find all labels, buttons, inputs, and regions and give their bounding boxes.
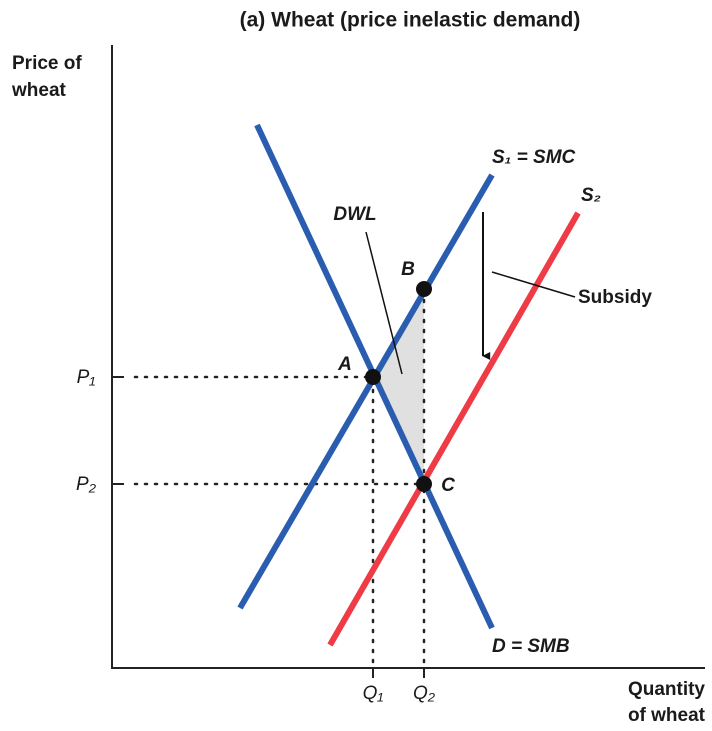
- curve-label: D = SMB: [492, 636, 570, 657]
- dwl-label: DWL: [333, 204, 376, 225]
- leader-line: [365, 231, 403, 375]
- point-label: C: [441, 475, 455, 496]
- tick-label: P₂: [76, 474, 97, 495]
- dwl-area: [373, 289, 424, 484]
- y-axis-label: wheat: [11, 80, 67, 101]
- point: [416, 281, 432, 297]
- leader-line: [491, 271, 576, 298]
- supply-curve-2: [327, 211, 581, 647]
- point-label: A: [337, 354, 352, 375]
- tick-label: Q₁: [363, 683, 384, 704]
- x-axis-label: Quantity: [628, 679, 705, 700]
- curve-label: S₁ = SMC: [492, 147, 576, 168]
- point-label: B: [401, 259, 415, 280]
- curve-label: S₂: [581, 185, 601, 206]
- x-axis-label: of wheat: [628, 705, 706, 726]
- subsidy-label: Subsidy: [578, 287, 652, 308]
- point: [416, 476, 432, 492]
- tick-label: Q₂: [413, 683, 436, 704]
- supply-curve: [237, 173, 495, 610]
- y-axis-label: Price of: [12, 53, 82, 74]
- tick-label: P₁: [77, 367, 96, 388]
- title: (a) Wheat (price inelastic demand): [240, 9, 581, 32]
- point: [365, 369, 381, 385]
